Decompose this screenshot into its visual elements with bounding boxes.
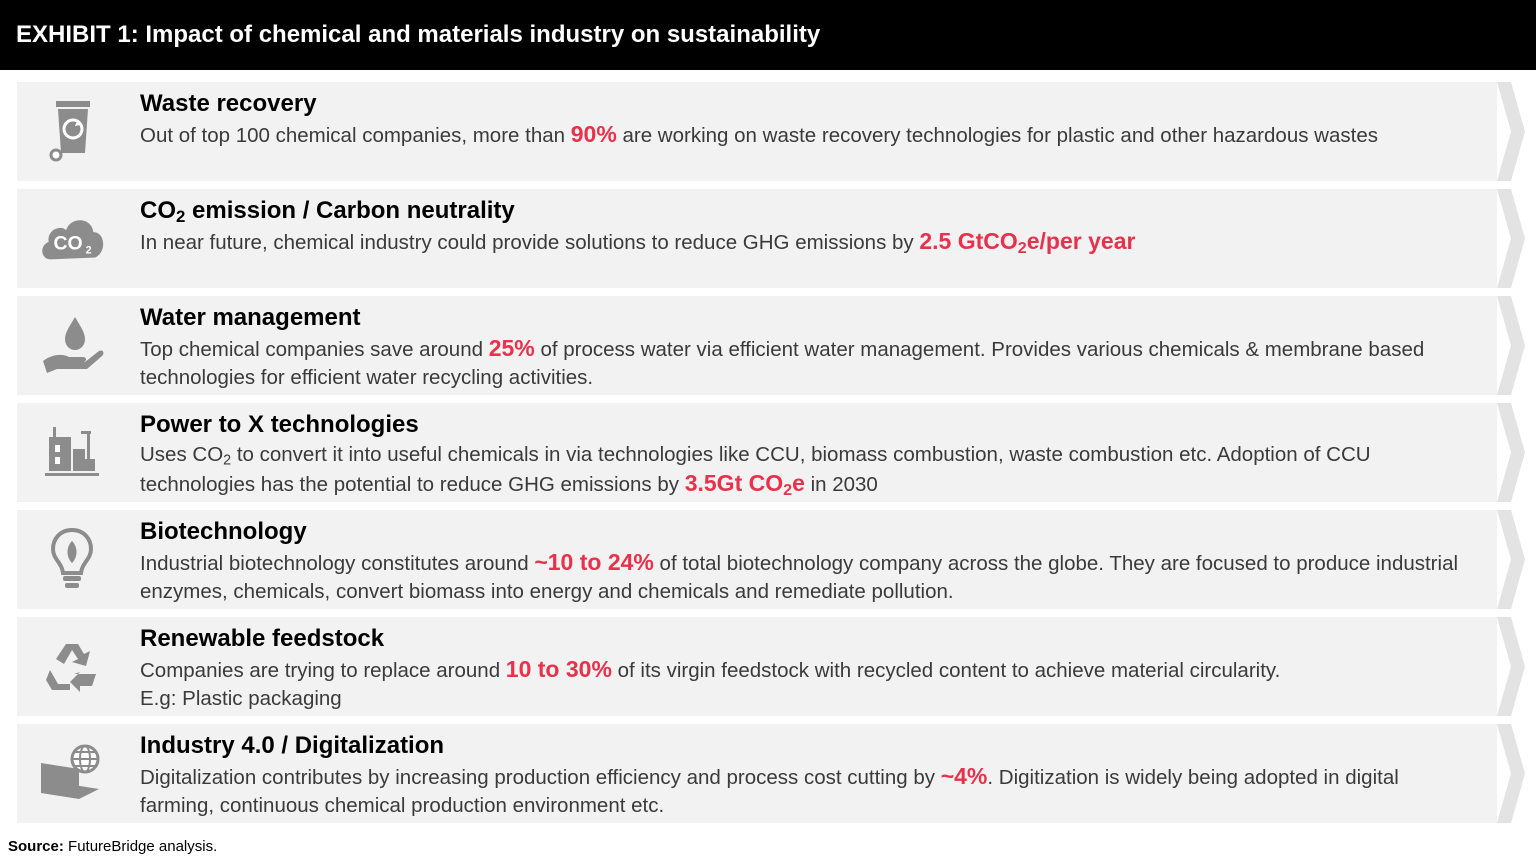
highlight-value: ~10 to 24%	[534, 549, 654, 575]
recycle-icon	[37, 631, 107, 701]
text-segment: in 2030	[804, 473, 878, 496]
text-segment: of process water via efficient water man…	[140, 338, 1425, 389]
row-description: In near future, chemical industry could …	[140, 227, 1470, 257]
row-text: Water management Top chemical companies s…	[140, 304, 1470, 392]
text-segment: Companies are trying to replace around	[140, 659, 506, 682]
exhibit-row: Waste recovery Out of top 100 chemical co…	[17, 82, 1527, 181]
row-chevron-background	[17, 189, 1525, 288]
laptop-globe-icon	[37, 738, 107, 808]
text-segment: to convert it into useful chemicals in v…	[140, 443, 1371, 496]
text-segment: Digitalization contributes by increasing…	[140, 766, 941, 789]
row-description: Out of top 100 chemical companies, more …	[140, 120, 1470, 150]
subscript: 2	[176, 207, 186, 227]
row-title: Power to X technologies	[140, 411, 419, 438]
source-note: Source: FutureBridge analysis.	[8, 838, 217, 855]
text-segment: Uses CO	[140, 443, 224, 466]
factory-icon	[37, 417, 107, 487]
highlight-value: 2	[783, 470, 793, 500]
waste-bin-icon	[37, 96, 107, 166]
row-description: Digitalization contributes by increasing…	[140, 762, 1470, 820]
exhibit-row: Water management Top chemical companies s…	[17, 296, 1527, 395]
row-title: Waste recovery	[140, 90, 317, 117]
water-hand-icon	[37, 310, 107, 380]
bulb-leaf-icon	[37, 524, 107, 594]
highlight-value: 2.5 GtCO	[919, 228, 1018, 254]
row-text: Waste recovery Out of top 100 chemical co…	[140, 90, 1470, 150]
row-chevron-background	[17, 296, 1525, 395]
row-chevron-background	[17, 510, 1525, 609]
highlight-value: 3.5Gt CO	[684, 470, 784, 496]
subscript: 2	[1017, 239, 1027, 258]
row-description: Top chemical companies save around 25% o…	[140, 334, 1470, 392]
exhibit-row: Renewable feedstock Companies are trying …	[17, 617, 1527, 716]
text-segment: Industrial biotechnology constitutes aro…	[140, 552, 535, 575]
exhibit-title: EXHIBIT 1: Impact of chemical and materi…	[0, 0, 1536, 70]
text-segment: CO	[140, 197, 176, 224]
text-segment: In near future, chemical industry could …	[140, 231, 920, 254]
highlight-value: 25%	[488, 335, 535, 361]
row-description: Industrial biotechnology constitutes aro…	[140, 548, 1470, 606]
text-segment: Top chemical companies save around	[140, 338, 489, 361]
text-segment: of its virgin feedstock with recycled co…	[611, 659, 1281, 682]
row-text: Industry 4.0 / Digitalization Digitalizat…	[140, 732, 1470, 820]
highlight-value: 2	[1017, 228, 1027, 258]
row-description: Uses CO2 to convert it into useful chemi…	[140, 441, 1470, 499]
row-text: Biotechnology Industrial biotechnology co…	[140, 518, 1470, 606]
subscript: 2	[783, 481, 793, 500]
row-title: CO2 emission / Carbon neutrality	[140, 197, 1470, 225]
row-text: Renewable feedstock Companies are trying …	[140, 625, 1470, 713]
subscript: 2	[223, 452, 232, 469]
exhibit-row: Biotechnology Industrial biotechnology co…	[17, 510, 1527, 609]
exhibit-row: Power to X technologies Uses CO2 to conve…	[17, 403, 1527, 502]
highlight-value: 10 to 30%	[505, 656, 612, 682]
highlight-value: e/per year	[1026, 228, 1136, 254]
row-chevron-background	[17, 403, 1525, 502]
row-text: Power to X technologies Uses CO2 to conve…	[140, 411, 1470, 499]
svg-text:2: 2	[86, 245, 92, 257]
row-chevron-background	[17, 724, 1525, 823]
source-text: FutureBridge analysis.	[63, 838, 218, 855]
exhibit-rows: Waste recovery Out of top 100 chemical co…	[17, 82, 1527, 831]
row-description: Companies are trying to replace around 1…	[140, 655, 1470, 713]
row-title: Industry 4.0 / Digitalization	[140, 732, 445, 759]
text-segment: of total biotechnology company across th…	[140, 552, 1459, 603]
highlight-value: ~4%	[940, 763, 988, 789]
highlight-value: 90%	[570, 121, 617, 147]
row-text: CO2 emission / Carbon neutrality In near …	[140, 197, 1470, 257]
highlight-value: e	[792, 470, 805, 496]
svg-text:CO: CO	[54, 233, 83, 255]
text-segment: E.g: Plastic packaging	[140, 687, 342, 710]
exhibit-row: Industry 4.0 / Digitalization Digitalizat…	[17, 724, 1527, 823]
row-title: Water management	[140, 304, 361, 331]
text-segment: . Digitization is widely being adopted i…	[140, 766, 1399, 817]
text-segment: emission / Carbon neutrality	[185, 197, 515, 224]
row-chevron-background	[17, 617, 1525, 716]
row-title: Renewable feedstock	[140, 625, 385, 652]
source-label: Source:	[8, 838, 64, 855]
exhibit-row: CO 2 CO2 emission / Carbon neutrality In ne…	[17, 189, 1527, 288]
co2-cloud-icon: CO 2	[37, 203, 107, 273]
row-chevron-background	[17, 82, 1525, 181]
row-title: Biotechnology	[140, 518, 307, 545]
text-segment: are working on waste recovery technologi…	[616, 124, 1378, 147]
text-segment: Out of top 100 chemical companies, more …	[140, 124, 571, 147]
